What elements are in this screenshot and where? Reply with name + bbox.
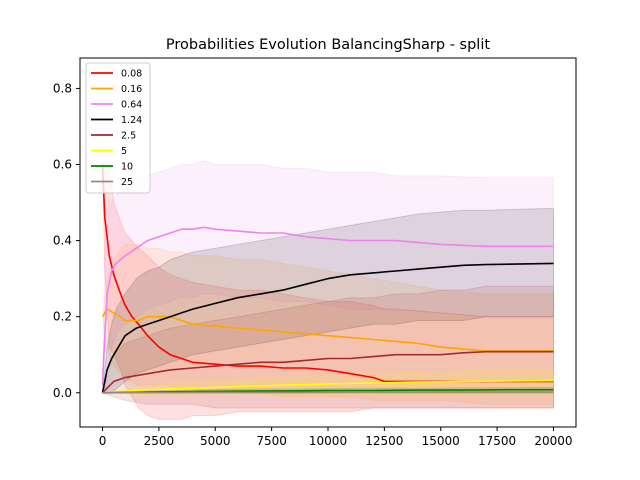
legend-label-1-24: 1.24 [121,115,142,126]
legend-label-0-16: 0.16 [121,84,142,95]
legend-label-25: 25 [121,177,133,188]
x-tick-label: 5000 [200,434,231,448]
x-tick-label: 15000 [422,434,460,448]
band-series-1-24 [101,207,554,394]
line-series-0-16 [101,308,554,352]
legend-label-0-08: 0.08 [121,69,142,80]
y-tick-label: 0.6 [53,158,72,172]
x-tick-label: 17500 [478,434,516,448]
band-series-0-64 [101,160,554,393]
legend-label-0-64: 0.64 [121,100,142,111]
line-series-0-64 [101,226,554,386]
legend-label-2-5: 2.5 [121,131,136,142]
legend: 0.08 0.16 0.64 1.24 2.5 5 10 25 [85,62,151,194]
legend-label-10: 10 [121,162,133,173]
y-tick-label: 0.2 [53,310,72,324]
line-series-0-08 [101,164,554,383]
legend-label-5: 5 [121,146,127,157]
y-tick-label: 0.0 [53,386,72,400]
line-series-5 [102,379,554,394]
x-tick-label: 10000 [309,434,347,448]
x-tick-label: 7500 [256,434,287,448]
y-axis: 0.0 0.2 0.4 0.6 0.8 [53,81,80,400]
line-series-25 [102,391,554,394]
x-tick-label: 20000 [534,434,572,448]
y-tick-label: 0.4 [53,234,72,248]
line-series-1-24 [101,262,554,393]
band-series-5 [102,369,554,396]
band-series-2-5 [101,285,554,409]
line-series-2-5 [101,350,554,394]
legend-box [85,62,151,194]
x-tick-label: 12500 [365,434,403,448]
x-axis: 0 2500 5000 7500 10000 12500 15000 17500 20000 [99,427,573,448]
series-lines [101,164,554,394]
band-series-0-08 [101,164,554,420]
x-tick-label: 2500 [144,434,175,448]
y-tick-label: 0.8 [53,81,72,95]
x-tick-label: 0 [99,434,107,448]
chart-title: Probabilities Evolution BalancingSharp -… [166,37,490,53]
